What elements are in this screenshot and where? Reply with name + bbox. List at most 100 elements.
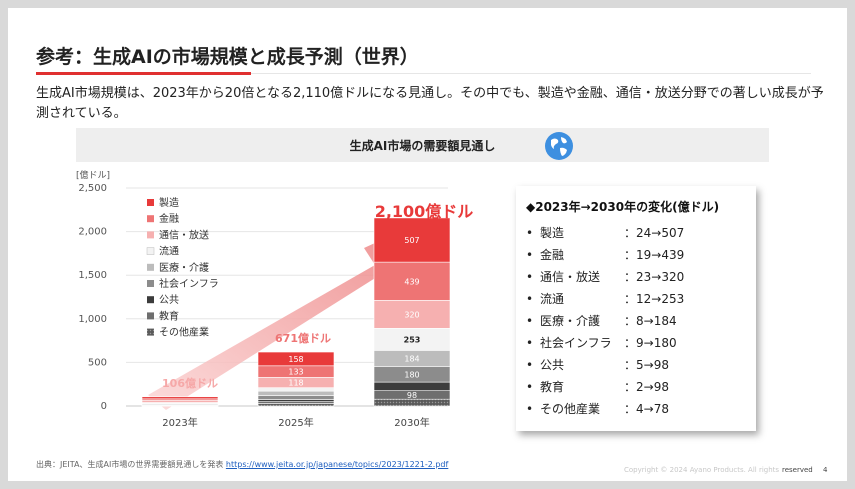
list-item: • 通信・放送 ：23→320 <box>526 268 684 290</box>
bullet-icon: • <box>526 314 534 328</box>
segment-name: 通信・放送 <box>540 270 601 284</box>
growth-arrow <box>148 224 416 410</box>
y-tick-label: 1,000 <box>78 314 107 325</box>
y-tick-label: 1,500 <box>78 270 107 281</box>
x-tick-label: 2030年 <box>394 416 429 429</box>
segment-change: ：24→507 <box>624 226 685 240</box>
data-label: 158 <box>288 355 303 364</box>
data-label: 184 <box>404 354 419 363</box>
change-summary-list: • 製造 ：24→507 • 金融 ：19→439 • 通信・放送 ：23→320 • 流通 ：… <box>526 224 684 422</box>
chart-band-title: 生成AI市場の需要額見通し <box>349 139 496 153</box>
bar-segment <box>373 261 451 301</box>
segment-name: 流通 <box>540 292 565 306</box>
segment-name: 教育 <box>540 380 565 394</box>
legend-swatch <box>146 247 155 255</box>
total-label: 2,100億ドル <box>375 202 474 221</box>
segment-name: 公共 <box>540 358 565 372</box>
list-item: • 社会インフラ ：9→180 <box>526 334 684 356</box>
source-note: 出典：JEITA、生成AI市場の世界需要額見通しを発表 https://www.… <box>36 459 448 470</box>
legend-label: 金融 <box>159 212 179 225</box>
segment-change: ：2→98 <box>624 380 669 394</box>
data-label: 180 <box>404 370 419 379</box>
legend-swatch <box>147 280 154 287</box>
source-link[interactable]: https://www.jeita.or.jp/japanese/topics/… <box>225 460 449 469</box>
legend-label: 社会インフラ <box>159 277 219 290</box>
copyright-text: Copyright © 2024 Ayano Products. All rig… <box>624 466 780 474</box>
y-tick-label: 2,000 <box>78 227 107 238</box>
segment-name: 金融 <box>540 248 565 262</box>
total-label: 106億ドル <box>162 376 218 390</box>
slide: 参考：生成AIの市場規模と成長予測（世界） 生成AI市場規模は、2023年から2… <box>8 8 847 481</box>
y-tick-label: 0 <box>101 401 107 412</box>
legend-label: 公共 <box>159 294 179 306</box>
bar-segment <box>373 398 451 407</box>
data-label: 507 <box>404 236 419 245</box>
bullet-icon: • <box>526 336 534 350</box>
description-text: 生成AI市場規模は、2023年から20倍となる2,110億ドルになる見通し。その… <box>36 86 824 121</box>
legend-swatch <box>147 312 154 320</box>
data-label: 118 <box>288 379 303 388</box>
legend-swatch <box>147 215 154 223</box>
segment-change: ：5→98 <box>624 358 669 372</box>
title-underline-accent <box>36 72 251 75</box>
bullet-icon: • <box>526 402 534 416</box>
segment-name: 社会インフラ <box>540 336 612 350</box>
list-item: • 公共 ：5→98 <box>526 356 684 378</box>
bullet-icon: • <box>526 380 534 394</box>
segment-name: 製造 <box>540 226 565 240</box>
globe-icon <box>545 132 573 160</box>
legend-label: その他産業 <box>159 326 209 339</box>
source-label: 出典：JEITA、生成AI市場の世界需要額見通しを発表 <box>36 460 224 469</box>
segment-change: ：8→184 <box>624 314 677 328</box>
list-item: • 製造 ：24→507 <box>526 224 684 246</box>
bar-segment <box>373 217 451 263</box>
legend-label: 教育 <box>159 309 179 322</box>
segment-change: ：9→180 <box>624 336 677 350</box>
bar-segment <box>141 396 219 400</box>
data-label: 133 <box>288 368 303 377</box>
segment-change: ：4→78 <box>624 402 669 416</box>
bar-segment <box>257 387 335 392</box>
x-tick-label: 2023年 <box>162 416 197 429</box>
segment-name: その他産業 <box>540 402 601 416</box>
bullet-icon: • <box>526 248 534 262</box>
list-item: • その他産業 ：4→78 <box>526 400 684 422</box>
x-tick-label: 2025年 <box>278 416 313 429</box>
change-summary-box: ◆2023年→2030年の変化(億ドル) • 製造 ：24→507 • 金融 ：19→4… <box>516 186 756 431</box>
chart-title-band: 生成AI市場の需要額見通し <box>76 128 769 162</box>
segment-change: ：19→439 <box>624 248 685 262</box>
legend-label: 流通 <box>159 245 179 258</box>
legend-swatch <box>147 199 154 206</box>
page-number: 4 <box>823 466 828 474</box>
reserved-text: reserved <box>780 466 815 474</box>
legend-swatch <box>147 296 154 304</box>
data-label: 439 <box>404 277 419 286</box>
data-label: 320 <box>404 310 419 319</box>
bullet-icon: • <box>526 358 534 372</box>
title-underline <box>251 73 811 74</box>
bar-segment <box>373 381 451 391</box>
bar-segment <box>257 399 335 402</box>
legend-label: 医療・介護 <box>159 261 209 274</box>
legend-label: 製造 <box>159 196 179 209</box>
y-axis-unit-label: [億ドル] <box>76 171 111 181</box>
list-item: • 医療・介護 ：8→184 <box>526 312 684 334</box>
bar-segment <box>257 403 335 407</box>
total-label: 671億ドル <box>275 331 331 345</box>
legend-swatch <box>147 263 154 271</box>
list-item: • 金融 ：19→439 <box>526 246 684 268</box>
bar-segment <box>257 395 335 400</box>
y-tick-label: 500 <box>88 357 107 368</box>
segment-name: 医療・介護 <box>540 314 601 328</box>
bar-segment <box>141 400 219 403</box>
bullet-icon: • <box>526 270 534 284</box>
list-item: • 教育 ：2→98 <box>526 378 684 400</box>
bullet-icon: • <box>526 226 534 240</box>
legend-swatch <box>147 328 154 336</box>
segment-change: ：23→320 <box>624 270 685 284</box>
legend-swatch <box>147 231 154 239</box>
data-label: 253 <box>404 335 421 344</box>
bar-segment <box>373 300 451 329</box>
legend-label: 通信・放送 <box>159 228 209 241</box>
segment-change: ：12→253 <box>624 292 685 306</box>
